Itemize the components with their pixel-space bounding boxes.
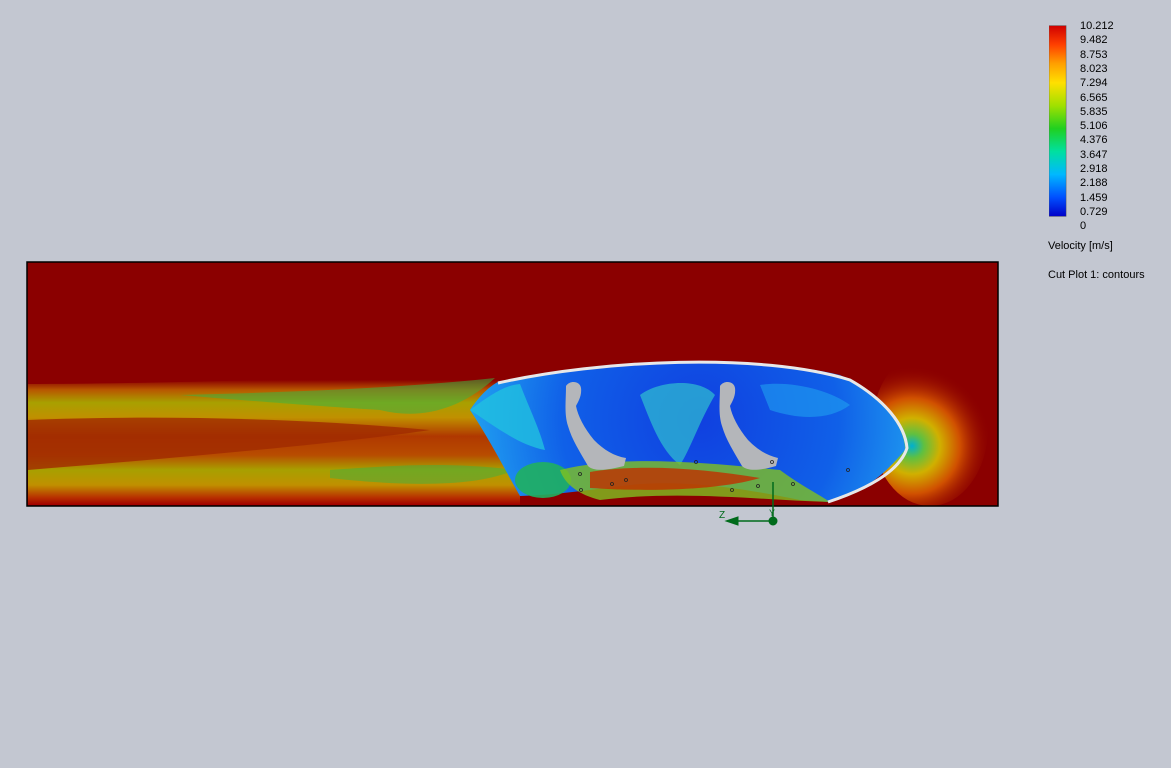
legend-tick-label: 0.729 [1080, 205, 1108, 218]
nose-stagnation-region [872, 350, 988, 506]
y-axis-label: Y [769, 508, 776, 518]
legend-title: Velocity [m/s] [1048, 240, 1113, 252]
z-axis-arrowhead [724, 516, 739, 526]
axes-triad[interactable] [724, 482, 778, 526]
occupant-front-silhouette [719, 382, 778, 470]
legend-tick-label: 9.482 [1080, 34, 1108, 47]
legend-tick-label: 2.188 [1080, 177, 1108, 190]
legend-tick-label: 8.023 [1080, 62, 1108, 75]
velocity-legend: 10.212 9.482 8.753 8.023 7.294 6.565 5.835 5.10… [1048, 14, 1168, 284]
legend-tick-label: 0 [1080, 220, 1087, 233]
legend-tick-label: 8.753 [1080, 48, 1108, 61]
wake-shear-lower [330, 465, 515, 484]
legend-tick-label: 5.106 [1080, 120, 1108, 133]
cut-plot-caption: Cut Plot 1: contours [1048, 269, 1145, 281]
triad-origin [768, 516, 778, 526]
legend-tick-label: 5.835 [1080, 105, 1108, 118]
legend-tick-label: 2.918 [1080, 163, 1108, 175]
occupant-rear-silhouette [565, 382, 626, 470]
cabin-upper-vortex [760, 383, 850, 417]
legend-tick-label: 6.565 [1080, 91, 1108, 104]
legend-tick-label: 4.376 [1080, 134, 1108, 147]
floor-vortex [515, 462, 571, 498]
legend-tick-label: 7.294 [1080, 77, 1108, 90]
z-axis-label: Z [719, 510, 726, 521]
legend-color-bar [1049, 25, 1067, 217]
wake-shear-upper [180, 378, 495, 414]
fairing-shell [497, 360, 909, 504]
cabin-mid-jet [640, 382, 715, 465]
domain-border [26, 261, 999, 507]
legend-tick-label: 1.459 [1080, 191, 1108, 204]
legend-tick-label: 10.212 [1080, 20, 1114, 32]
flow-domain [26, 261, 999, 507]
wake-core [28, 417, 430, 470]
legend-tick-label: 3.647 [1080, 148, 1108, 161]
cabin-inflow-jet [470, 384, 545, 450]
probe-points [578, 460, 850, 492]
floor-high-velocity [590, 467, 760, 490]
